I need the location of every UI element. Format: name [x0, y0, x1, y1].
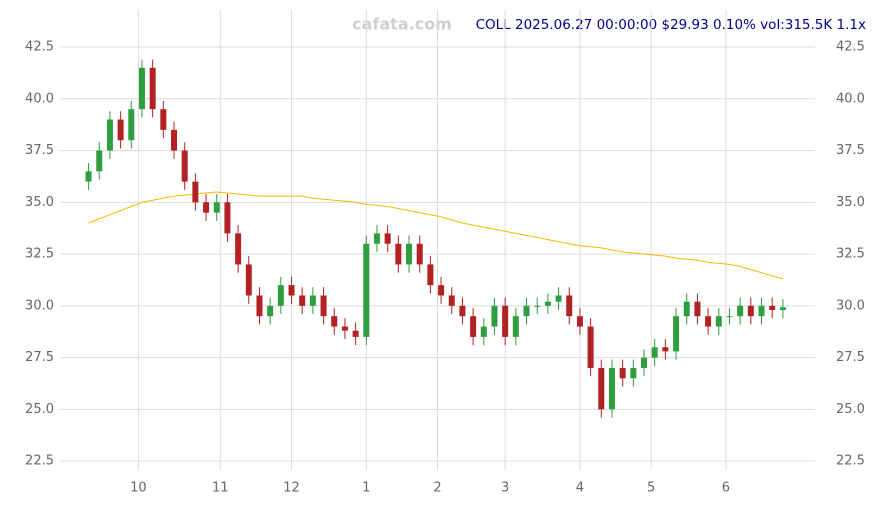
- candle-body: [320, 295, 327, 317]
- candle-body: [309, 295, 316, 306]
- candle-body: [534, 305, 541, 307]
- y-tick-label: 35.0: [25, 195, 54, 210]
- x-tick-label: 3: [501, 481, 509, 496]
- y-tick-label-right: 32.5: [836, 247, 865, 262]
- candle-body: [427, 264, 434, 286]
- y-tick-label: 42.5: [25, 40, 54, 55]
- candle-body: [662, 347, 669, 352]
- candle-body: [331, 316, 338, 327]
- y-tick-label: 32.5: [25, 247, 54, 262]
- candle-body: [85, 171, 92, 182]
- chart-title: COLL 2025.06.27 00:00:00 $29.93 0.10% vo…: [476, 17, 866, 33]
- candle-body: [149, 67, 156, 110]
- candle-body: [683, 301, 690, 317]
- candle-body: [106, 119, 113, 151]
- candle-body: [779, 307, 786, 310]
- x-tick-label: 4: [576, 481, 584, 496]
- y-tick-label: 37.5: [25, 143, 54, 158]
- x-tick-label: 6: [722, 481, 730, 496]
- y-tick-label-right: 40.0: [836, 91, 865, 106]
- candle-body: [181, 150, 188, 182]
- candle-body: [480, 326, 487, 337]
- candle-body: [619, 367, 626, 379]
- candle-body: [245, 264, 252, 296]
- candle-body: [224, 202, 231, 234]
- candle-body: [512, 316, 519, 337]
- y-tick-label: 25.0: [25, 402, 54, 417]
- y-tick-label-right: 42.5: [836, 40, 865, 55]
- x-tick-label: 5: [647, 481, 655, 496]
- candle-body: [128, 109, 135, 141]
- candle-body: [277, 285, 284, 306]
- candle-body: [341, 326, 348, 331]
- candle-body: [673, 316, 680, 352]
- candle-body: [203, 202, 210, 213]
- candle-body: [544, 301, 551, 306]
- candle-body: [373, 233, 380, 244]
- candle-body: [438, 285, 445, 296]
- x-tick-label: 11: [212, 481, 229, 496]
- y-tick-label-right: 30.0: [836, 298, 865, 313]
- candle-body: [416, 243, 423, 265]
- candle-body: [491, 305, 498, 327]
- candle-body: [737, 305, 744, 317]
- candle-body: [171, 129, 178, 151]
- x-tick-label: 2: [433, 481, 441, 496]
- candle-body: [705, 316, 712, 327]
- y-tick-label: 22.5: [25, 454, 54, 469]
- y-tick-label-right: 35.0: [836, 195, 865, 210]
- candle-body: [576, 316, 583, 327]
- candle-body: [555, 295, 562, 302]
- y-tick-label-right: 37.5: [836, 143, 865, 158]
- watermark: cafata.com: [352, 15, 452, 34]
- candle-body: [758, 305, 765, 317]
- candle-body: [395, 243, 402, 265]
- candle-body: [587, 326, 594, 368]
- x-tick-label: 1: [362, 481, 370, 496]
- candle-body: [459, 305, 466, 317]
- candle-body: [566, 295, 573, 317]
- candle-body: [235, 233, 242, 265]
- candle-body: [608, 367, 615, 410]
- candle-body: [138, 67, 145, 110]
- y-tick-label: 27.5: [25, 350, 54, 365]
- candle-body: [598, 367, 605, 410]
- candle-body: [694, 301, 701, 317]
- candle-body: [726, 316, 733, 318]
- candle-body: [192, 181, 199, 203]
- candle-body: [117, 119, 124, 141]
- x-tick-label: 12: [283, 481, 300, 496]
- candle-body: [448, 295, 455, 306]
- y-tick-label-right: 25.0: [836, 402, 865, 417]
- x-tick-label: 10: [130, 481, 147, 496]
- y-tick-label-right: 27.5: [836, 350, 865, 365]
- candle-body: [267, 305, 274, 317]
- candle-body: [406, 243, 413, 265]
- moving-average: [88, 191, 784, 280]
- candle-body: [630, 367, 637, 379]
- candle-body: [470, 316, 477, 337]
- candle-body: [523, 305, 530, 317]
- candle-body: [288, 285, 295, 296]
- candle-body: [363, 243, 370, 337]
- y-tick-label-right: 22.5: [836, 454, 865, 469]
- candle-body: [502, 305, 509, 337]
- candle-body: [160, 109, 167, 130]
- y-tick-label: 30.0: [25, 298, 54, 313]
- candle-body: [96, 150, 103, 172]
- candle-body: [651, 347, 658, 358]
- candle-body: [213, 202, 220, 213]
- candle-body: [352, 330, 359, 337]
- candle-body: [299, 295, 306, 306]
- candle-body: [384, 233, 391, 244]
- candle-body: [641, 357, 648, 368]
- candle-body: [747, 305, 754, 317]
- candle-body: [256, 295, 263, 317]
- candle-body: [769, 305, 776, 310]
- candle-body: [715, 316, 722, 327]
- y-tick-label: 40.0: [25, 91, 54, 106]
